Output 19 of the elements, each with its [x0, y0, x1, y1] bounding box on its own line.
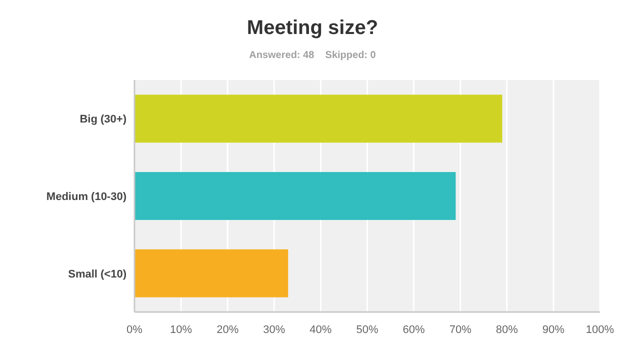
bar [134, 94, 502, 143]
bar [134, 172, 456, 220]
x-tick-label: 80% [496, 324, 518, 336]
x-tick-label: 50% [356, 324, 378, 336]
x-tick-label: 100% [586, 324, 614, 336]
y-tick-label: Big (30+) [80, 114, 127, 126]
y-tick-label: Medium (10-30) [46, 191, 127, 203]
x-tick-label: 30% [263, 324, 286, 336]
x-tick-label: 90% [542, 324, 565, 336]
x-tick-label: 0% [126, 324, 143, 336]
x-tick-label: 10% [170, 324, 192, 336]
x-tick-label: 60% [402, 324, 426, 336]
chart-title: Meeting size? [246, 17, 378, 39]
bar [134, 249, 288, 298]
chart-subtitle: Answered: 48 Skipped: 0 [249, 50, 376, 61]
x-tick-label: 40% [310, 324, 332, 336]
x-tick-label: 70% [449, 324, 472, 336]
y-tick-label: Small (<10) [68, 268, 127, 280]
x-tick-label: 20% [216, 324, 239, 336]
